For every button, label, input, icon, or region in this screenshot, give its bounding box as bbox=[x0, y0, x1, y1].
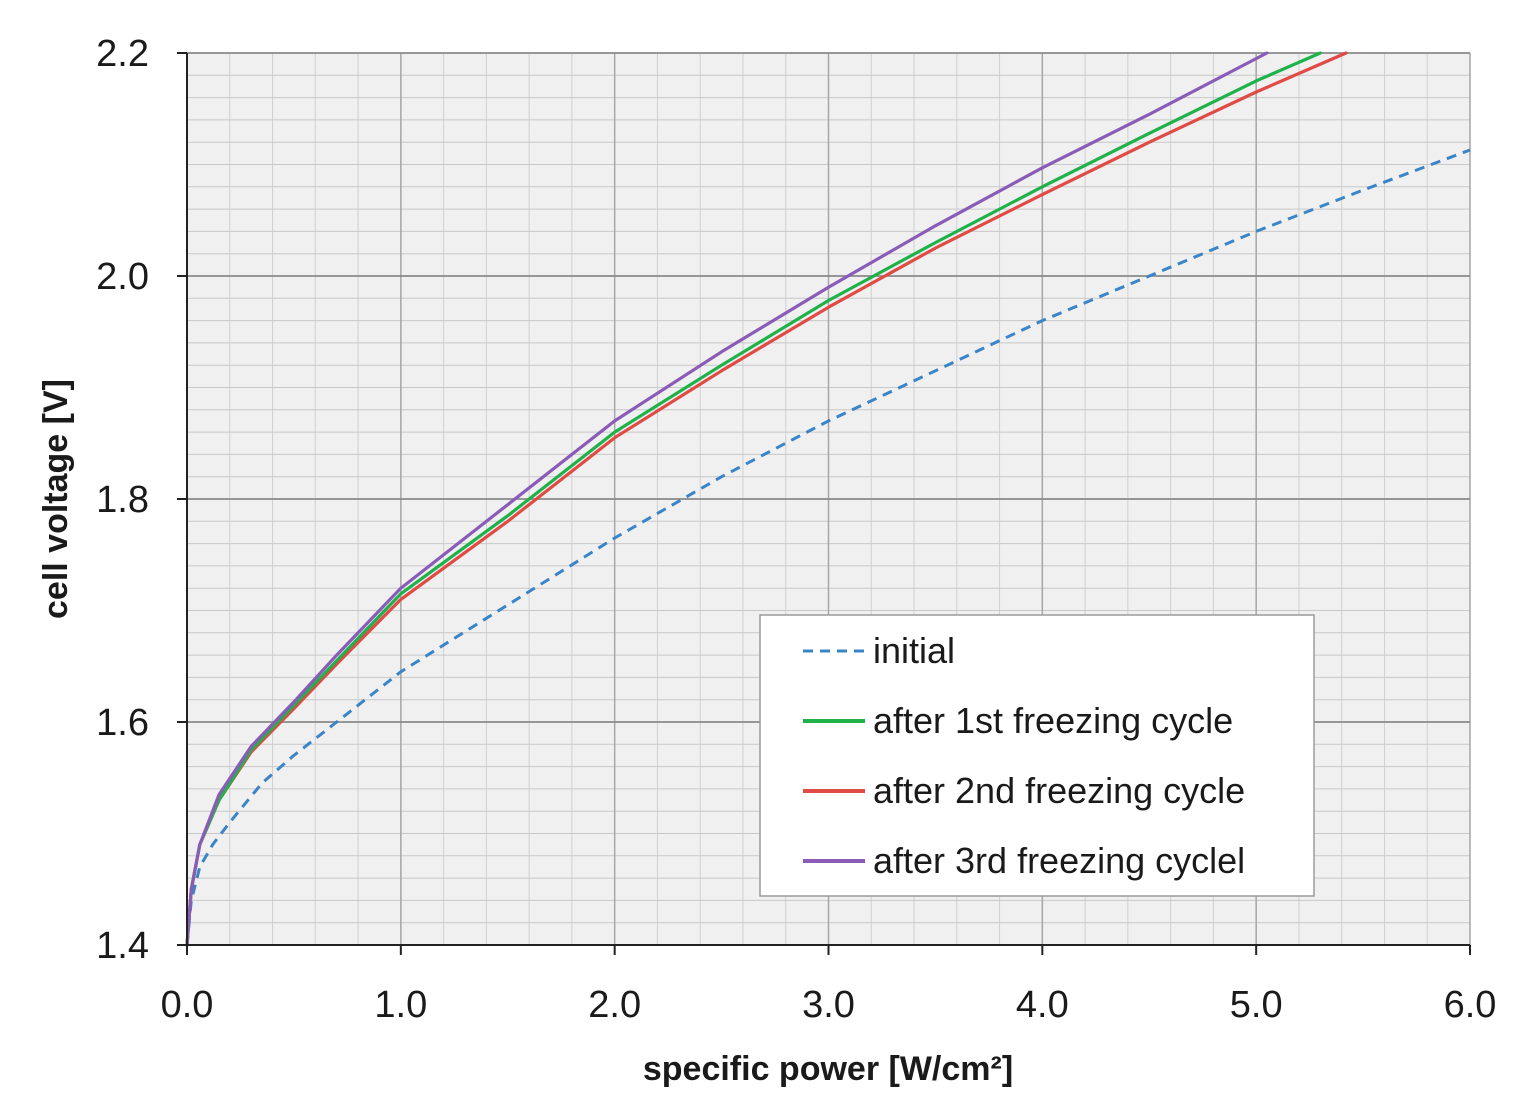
x-tick-label: 4.0 bbox=[1016, 984, 1069, 1026]
y-tick-label: 1.6 bbox=[96, 702, 149, 744]
x-tick-label: 3.0 bbox=[802, 984, 855, 1026]
y-tick-label: 2.0 bbox=[96, 256, 149, 298]
x-tick-label: 2.0 bbox=[588, 984, 641, 1026]
legend-label-2: after 1st freezing cycle bbox=[873, 700, 1233, 741]
series-layer bbox=[185, 51, 1471, 947]
x-tick-label: 1.0 bbox=[374, 984, 427, 1026]
series-line-1 bbox=[185, 148, 1471, 946]
legend-box bbox=[759, 614, 1315, 897]
legend-items: initial after 1st freezing cycle after 2nd… bbox=[803, 630, 1245, 881]
legend-label-4: after 3rd freezing cyclel bbox=[873, 840, 1245, 881]
y-axis-title: cell voltage [V] bbox=[37, 379, 75, 619]
y-tick-labels: 1.4 1.6 1.8 2.0 2.2 bbox=[96, 33, 149, 967]
axis-ticks bbox=[177, 52, 1471, 955]
x-tick-label: 5.0 bbox=[1230, 984, 1283, 1026]
y-tick-label: 1.8 bbox=[96, 479, 149, 521]
x-tick-labels: 0.0 1.0 2.0 3.0 4.0 5.0 6.0 bbox=[161, 984, 1497, 1026]
y-tick-label: 2.2 bbox=[96, 33, 149, 75]
y-tick-label: 1.4 bbox=[96, 925, 149, 967]
x-tick-label: 6.0 bbox=[1444, 984, 1497, 1026]
x-axis-title: specific power [W/cm²] bbox=[643, 1050, 1013, 1088]
legend: initial after 1st freezing cycle after 2nd… bbox=[759, 614, 1315, 897]
x-tick-label: 0.0 bbox=[161, 984, 214, 1026]
series-line-4 bbox=[185, 51, 1269, 947]
legend-label-1: initial bbox=[873, 630, 955, 671]
legend-label-3: after 2nd freezing cycle bbox=[873, 770, 1245, 811]
